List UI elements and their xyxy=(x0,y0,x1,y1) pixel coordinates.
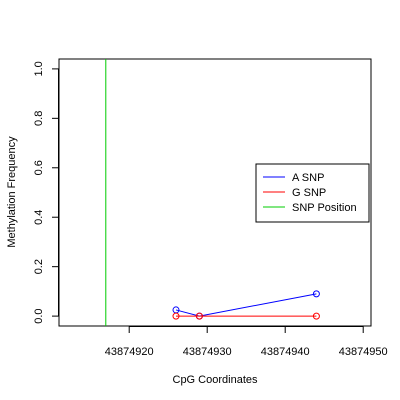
y-tick-label: 0.0 xyxy=(33,308,45,323)
x-tick-label: 43874920 xyxy=(105,346,154,358)
plot-area xyxy=(105,59,320,326)
g-snp-point xyxy=(312,312,320,320)
legend-box xyxy=(255,163,370,223)
legend-label-snp-position: SNP Position xyxy=(292,202,357,214)
y-axis-label: Methylation Frequency xyxy=(6,136,18,248)
y-axis: 0.0 0.2 0.4 0.6 0.8 1.0 xyxy=(33,61,59,324)
y-tick-label: 0.8 xyxy=(33,111,45,126)
y-tick-label: 0.2 xyxy=(33,259,45,274)
a-snp-line xyxy=(175,293,317,317)
g-snp-point xyxy=(195,312,203,320)
y-tick-label: 0.4 xyxy=(33,210,45,225)
y-tick-label: 0.6 xyxy=(33,160,45,175)
x-axis: 43874920 43874930 43874940 43874950 xyxy=(105,326,388,358)
x-tick-label: 43874950 xyxy=(339,346,388,358)
legend-label-a-snp: A SNP xyxy=(292,172,324,184)
legend: A SNP G SNP SNP Position xyxy=(255,163,370,223)
x-tick-label: 43874940 xyxy=(261,346,310,358)
legend-label-g-snp: G SNP xyxy=(292,187,326,199)
a-snp-point xyxy=(312,290,320,298)
y-tick-label: 1.0 xyxy=(33,61,45,76)
x-axis-label: CpG Coordinates xyxy=(173,374,258,386)
x-tick-label: 43874930 xyxy=(183,346,232,358)
g-snp-point xyxy=(172,312,180,320)
